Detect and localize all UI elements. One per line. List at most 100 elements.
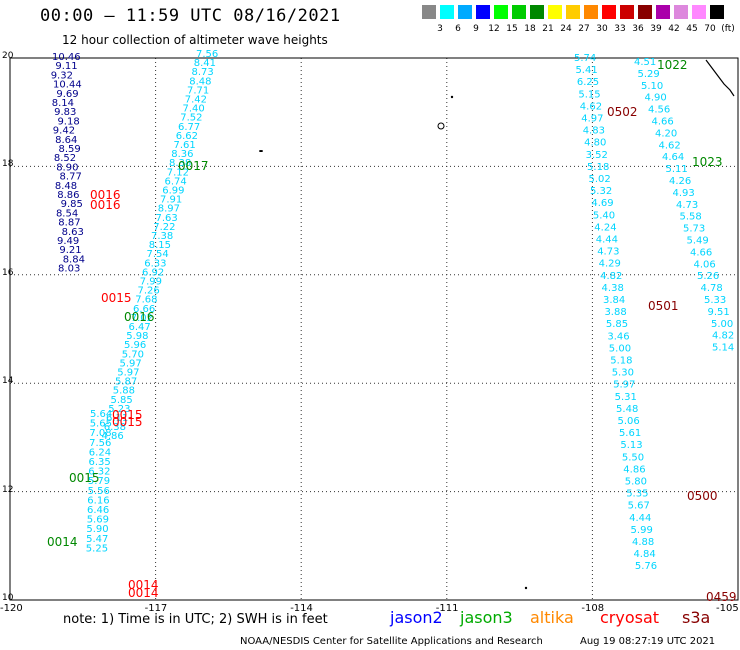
pass-time-label: 1023 xyxy=(692,155,723,169)
pass-time-label: 0014 xyxy=(128,586,159,600)
wave-height-value: 5.15 xyxy=(578,89,600,100)
color-scale-label: 27 xyxy=(578,24,590,34)
latitude-label: 10 xyxy=(2,593,14,603)
wave-height-value: 5.67 xyxy=(628,501,650,512)
wave-height-value: 7.22 xyxy=(153,222,175,233)
wave-height-value: 5.85 xyxy=(606,319,628,330)
wave-height-value: 8.48 xyxy=(189,76,211,87)
latitude-label: 16 xyxy=(2,267,14,278)
wave-height-value: 4.44 xyxy=(596,235,618,246)
latitude-label: 12 xyxy=(2,484,14,495)
wave-height-value: 10.46 xyxy=(52,52,81,63)
wave-height-value: 5.02 xyxy=(589,174,611,185)
wave-height-value: 5.97 xyxy=(117,368,139,379)
longitude-label: -108 xyxy=(581,603,605,614)
wave-height-value: 4.73 xyxy=(597,247,619,258)
color-scale-label: 6 xyxy=(455,24,461,34)
wave-height-value: 9.51 xyxy=(708,307,730,318)
wave-height-value: 5.74 xyxy=(574,53,596,64)
wave-height-value: 5.64 xyxy=(90,409,112,420)
wave-height-value: 5.14 xyxy=(712,343,734,354)
color-scale-label: 33 xyxy=(614,24,626,34)
wave-height-value: 5.06 xyxy=(618,416,640,427)
wave-height-value: 5.58 xyxy=(680,212,702,223)
wave-height-value: 5.40 xyxy=(593,210,615,221)
wave-height-value: 8.52 xyxy=(54,153,76,164)
wave-height-value: 4.84 xyxy=(633,549,655,560)
wave-height-value: 4.83 xyxy=(583,126,605,137)
wave-height-value: 5.18 xyxy=(587,162,609,173)
color-swatch xyxy=(692,5,706,19)
wave-height-value: 8.87 xyxy=(58,218,80,229)
pass-time-labels: 0017001600150014001600160015001500150014… xyxy=(47,58,737,604)
color-scale-label: 21 xyxy=(542,24,554,34)
longitude-label: -120 xyxy=(0,603,23,614)
wave-height-value: 8.03 xyxy=(58,264,80,275)
wave-height-value: 7.40 xyxy=(183,104,205,115)
wave-height-value: 9.49 xyxy=(57,236,79,247)
pass-time-label: 0014 xyxy=(47,535,78,549)
wave-height-value: 5.70 xyxy=(122,349,144,360)
wave-height-value: 10.44 xyxy=(53,80,82,91)
wave-height-value: 8.84 xyxy=(63,254,85,265)
wave-height-value: 6.33 xyxy=(144,258,166,269)
wave-height-value: 4.24 xyxy=(594,222,616,233)
pass-time-label: 1022 xyxy=(657,58,688,72)
wave-height-value: 4.66 xyxy=(690,247,712,258)
wave-height-value: 6.66 xyxy=(133,304,155,315)
pass-time-label: 0015 xyxy=(69,471,100,485)
wave-height-value: 4.80 xyxy=(584,138,606,149)
color-scale-label: 30 xyxy=(596,24,608,34)
color-scale-label: 3 xyxy=(437,24,443,34)
color-scale-label: 39 xyxy=(650,24,662,34)
wave-height-value: 9.83 xyxy=(54,107,76,118)
wave-height-value: 5.98 xyxy=(126,331,148,342)
coastline xyxy=(259,59,735,590)
wave-height-value: 4.44 xyxy=(629,513,651,524)
wave-height-value: 6.46 xyxy=(87,505,109,516)
wave-height-value: 5.97 xyxy=(613,380,635,391)
color-swatch xyxy=(458,5,472,19)
wave-height-value: 5.50 xyxy=(622,452,644,463)
wave-height-value: 8.15 xyxy=(149,240,171,251)
wave-height-value: 8.63 xyxy=(62,227,84,238)
wave-height-value: 7.71 xyxy=(187,85,209,96)
wave-height-value: 4.69 xyxy=(591,198,613,209)
wave-height-value: 7.12 xyxy=(167,167,189,178)
wave-height-value: 5.10 xyxy=(641,81,663,92)
wave-height-value: 7.26 xyxy=(138,286,160,297)
latitude-label: 14 xyxy=(2,376,14,387)
legend-entry-s3a: s3a xyxy=(682,608,711,627)
color-swatch xyxy=(494,5,508,19)
footer-note: note: 1) Time is in UTC; 2) SWH is in fe… xyxy=(63,612,328,627)
longitude-label: -111 xyxy=(435,603,459,614)
wave-height-value: 4.20 xyxy=(655,128,677,139)
color-swatch xyxy=(566,5,580,19)
wave-height-value: 5.26 xyxy=(697,271,719,282)
wave-height-value: 7.61 xyxy=(174,140,196,151)
color-scale-label: 15 xyxy=(506,24,518,34)
wave-height-value: 7.56 xyxy=(196,49,218,60)
wave-height-value: 5.96 xyxy=(124,340,146,351)
wave-height-value: 5.32 xyxy=(590,186,612,197)
wave-height-value: 6.24 xyxy=(89,447,111,458)
wave-height-value: 8.90 xyxy=(56,162,78,173)
wave-height-value: 9.32 xyxy=(51,70,73,81)
latitude-label: 20 xyxy=(2,51,14,61)
wave-height-value: 4.86 xyxy=(102,431,124,442)
wave-height-value: 7.42 xyxy=(185,95,207,106)
wave-height-value: 7.38 xyxy=(151,231,173,242)
wave-height-value: 6.11 xyxy=(106,413,128,424)
wave-height-value: 5.25 xyxy=(86,543,108,554)
wave-height-value: 8.36 xyxy=(171,149,193,160)
color-scale-label: 24 xyxy=(560,24,572,34)
generated-timestamp: Aug 19 08:27:19 UTC 2021 xyxy=(580,636,716,647)
wave-height-value: 5.76 xyxy=(635,561,657,572)
wave-height-value: 5.29 xyxy=(638,69,660,80)
wave-height-value: 5.79 xyxy=(88,476,110,487)
wave-height-value: 6.99 xyxy=(162,186,184,197)
wave-height-value: 6.35 xyxy=(89,457,111,468)
wave-height-value: 6.47 xyxy=(129,322,151,333)
color-swatch xyxy=(584,5,598,19)
legend-entry-jason3: jason3 xyxy=(460,608,513,627)
